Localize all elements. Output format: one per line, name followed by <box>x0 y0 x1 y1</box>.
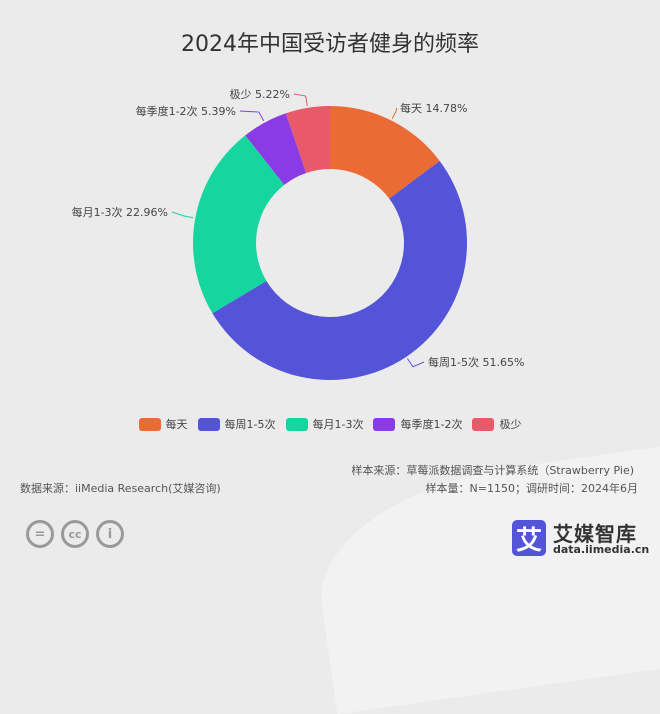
data-label-daily: 每天 14.78% <box>400 101 467 115</box>
legend-swatch <box>197 417 220 431</box>
legend-label: 每天 <box>165 418 188 431</box>
data-label-quarterly: 每季度1-2次 5.39% <box>136 104 236 118</box>
legend-swatch <box>138 417 161 431</box>
data-label-rarely: 极少 5.22% <box>230 87 290 101</box>
legend-item-rarely[interactable]: 极少 <box>472 416 521 432</box>
slice-rarely[interactable] <box>285 106 330 173</box>
leader-line-rarely <box>293 93 308 106</box>
logo-url: data.iimedia.cn <box>553 543 650 556</box>
data-source: 数据来源：iiMedia Research(艾媒咨询) <box>20 482 221 495</box>
donut-chart: 每天 14.78% 每周1-5次 51.65% 每月1-3次 22.96% 每季度1-… <box>72 87 524 380</box>
sample-source: 样本来源：草莓派数据调查与计算系统（Strawberry Pie) <box>351 464 634 477</box>
legend-label: 每季度1-2次 <box>400 418 463 431</box>
leader-line-quarterly <box>239 110 265 122</box>
data-label-monthly: 每月1-3次 22.96% <box>72 205 168 219</box>
legend-item-quarterly[interactable]: 每季度1-2次 <box>373 416 462 432</box>
leader-line-monthly <box>171 211 194 219</box>
legend-label: 每月1-3次 <box>312 418 364 431</box>
leader-line-daily <box>391 107 398 119</box>
slice-quarterly[interactable] <box>245 113 307 185</box>
legend-swatch <box>373 417 396 431</box>
legend: 每天 每周1-5次 每月1-3次 每季度1-2次 极少 <box>0 416 660 432</box>
logo-name: 艾媒智库 <box>553 522 637 546</box>
legend-label: 每周1-5次 <box>224 418 276 431</box>
chart-title: 2024年中国受访者健身的频率 <box>181 32 479 57</box>
legend-swatch <box>472 417 495 431</box>
legend-swatch <box>285 417 308 431</box>
sample-size: 样本量：N=1150；调研时间：2024年6月 <box>425 482 638 495</box>
cc-nd-icon: = <box>26 520 54 548</box>
data-label-weekly: 每周1-5次 51.65% <box>428 355 524 369</box>
slice-weekly[interactable] <box>212 160 467 380</box>
slice-monthly[interactable] <box>193 135 285 314</box>
legend-item-daily[interactable]: 每天 <box>138 416 188 432</box>
cc-icon: cc <box>61 520 89 548</box>
leader-line-weekly <box>406 358 425 368</box>
logo-mark: 艾 <box>512 520 546 556</box>
cc-by-icon: i <box>96 520 124 548</box>
slice-daily[interactable] <box>330 106 440 199</box>
legend-label: 极少 <box>499 418 522 431</box>
legend-item-weekly[interactable]: 每周1-5次 <box>197 416 276 432</box>
legend-item-monthly[interactable]: 每月1-3次 <box>285 416 364 432</box>
